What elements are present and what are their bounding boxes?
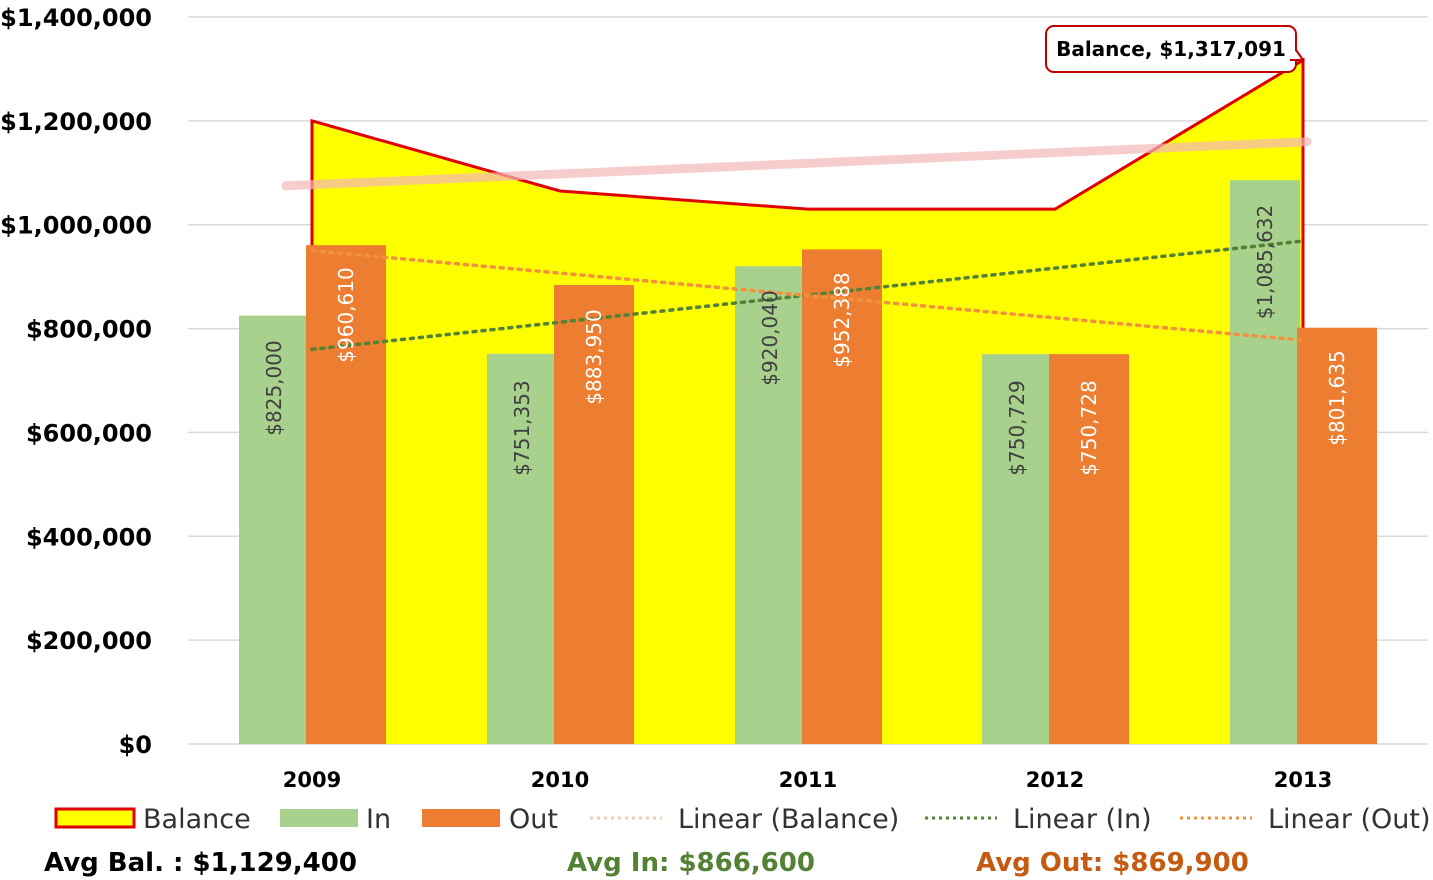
bar-in: [1230, 180, 1300, 744]
bar-out: [554, 284, 634, 744]
bar-in: [735, 266, 805, 744]
y-tick-label: $800,000: [26, 316, 152, 344]
legend-swatch-balance: [54, 807, 136, 829]
bar-out-label: $801,635: [1325, 350, 1349, 445]
category-label: 2011: [779, 768, 837, 792]
bar-out-label: $952,388: [830, 272, 854, 367]
bar-out-label: $960,610: [334, 267, 358, 362]
callout-label: Balance, $1,317,091: [1056, 37, 1286, 61]
bar-out-label: $883,950: [582, 309, 606, 404]
average-label: Avg Bal. : $1,129,400: [44, 848, 357, 878]
average-label: Avg Out: $869,900: [976, 848, 1249, 878]
y-tick-label: $1,200,000: [0, 108, 152, 136]
trendline: [310, 248, 1302, 342]
category-label: 2012: [1026, 768, 1084, 792]
bar-in-label: $751,353: [510, 380, 534, 475]
bar-out: [1297, 327, 1377, 744]
bar-in: [239, 315, 309, 744]
bar-in-label: $750,729: [1005, 380, 1029, 475]
legend-label-trendline: Linear (In): [1013, 804, 1152, 835]
bar-in-label: $920,040: [758, 290, 782, 385]
category-label: 2013: [1274, 768, 1332, 792]
legend-label-in: In: [366, 804, 391, 835]
callout-pointer: [1289, 49, 1305, 62]
y-tick-label: $1,400,000: [0, 4, 152, 32]
legend-swatch-out: [422, 809, 500, 827]
bar-in-label: $825,000: [262, 340, 286, 435]
legend-swatch-in: [280, 809, 358, 827]
y-tick-label: $600,000: [26, 419, 152, 447]
category-label: 2009: [283, 768, 341, 792]
category-label: 2010: [531, 768, 589, 792]
y-tick-label: $200,000: [26, 627, 152, 655]
bar-in-label: $1,085,632: [1253, 205, 1277, 320]
average-label: Avg In: $866,600: [567, 848, 815, 878]
bar-out-label: $750,728: [1077, 380, 1101, 475]
legend-label-out: Out: [509, 804, 558, 835]
legend-label-trendline: Linear (Balance): [678, 804, 899, 835]
bar-out: [1049, 354, 1129, 744]
legend-label-balance: Balance: [143, 804, 251, 835]
bar-in: [982, 354, 1052, 744]
callout-box: [1045, 25, 1297, 73]
legend-label-trendline: Linear (Out): [1268, 804, 1431, 835]
y-tick-label: $1,000,000: [0, 212, 152, 240]
bar-out: [802, 249, 882, 744]
bar-out: [306, 245, 386, 744]
bar-in: [487, 353, 557, 744]
y-tick-label: $0: [119, 731, 152, 759]
y-tick-label: $400,000: [26, 523, 152, 551]
trendline: [281, 137, 1315, 191]
